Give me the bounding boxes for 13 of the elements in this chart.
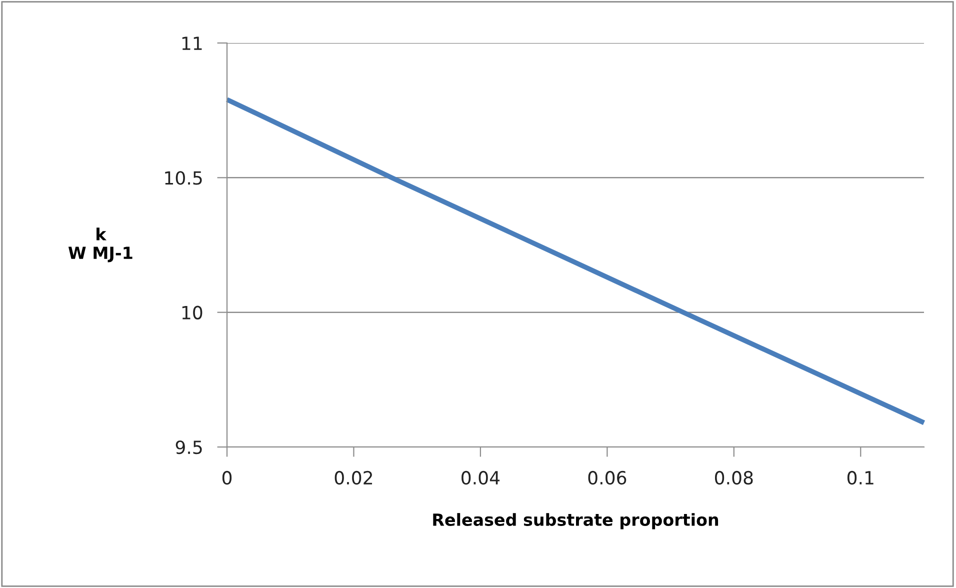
x-axis-title: Released substrate proportion	[433, 513, 718, 530]
y-tick-label: 10.5	[165, 171, 202, 185]
line-series	[224, 97, 926, 426]
y-tick-label: 11	[182, 36, 202, 50]
y-tick-label: 9.5	[176, 440, 202, 454]
x-tick-label: 0.1	[847, 470, 874, 485]
x-tick-label: 0.06	[588, 470, 626, 485]
y-axis-title: k W MJ-1	[68, 228, 132, 262]
y-tick-label: 10	[182, 306, 202, 320]
x-tick-label: 0.08	[715, 470, 753, 485]
x-tick-label: 0.02	[334, 470, 372, 485]
x-tick-label: 0.04	[462, 470, 500, 485]
x-tick-label: 0	[222, 470, 232, 485]
